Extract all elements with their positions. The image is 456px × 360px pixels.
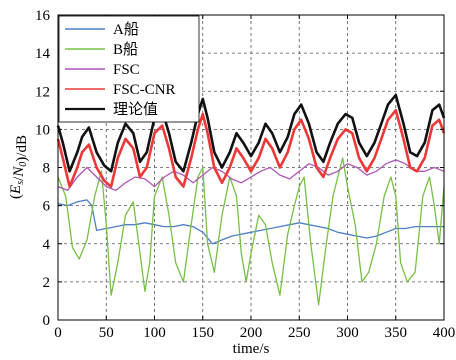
x-tick-label: 400	[433, 325, 456, 341]
series-line-2	[57, 159, 445, 192]
y-tick-label: 8	[43, 161, 51, 177]
series-line-4	[56, 93, 446, 173]
legend-label: A船	[113, 21, 139, 38]
y-tick-label: 0	[43, 313, 51, 329]
y-tick-label: 12	[35, 84, 50, 100]
series-group	[56, 93, 446, 306]
legend-label: FSC	[113, 62, 140, 78]
x-tick-label: 100	[143, 325, 166, 341]
y-tick-label: 2	[43, 275, 51, 291]
x-tick-label: 300	[336, 325, 359, 341]
y-tick-label: 6	[43, 199, 51, 215]
y-tick-label: 4	[43, 237, 51, 253]
series-line-1	[57, 157, 445, 306]
x-tick-label: 200	[240, 325, 263, 341]
legend-label: 理论值	[113, 101, 158, 118]
x-tick-label: 250	[288, 325, 311, 341]
x-tick-label: 350	[385, 325, 408, 341]
legend: A船 B船 FSC FSC-CNR 理论值	[58, 15, 200, 123]
y-axis-label: (Es/N0)/dB	[8, 135, 30, 199]
y-tick-label: 16	[35, 8, 51, 24]
x-tick-label: 0	[54, 325, 62, 341]
legend-label: FSC-CNR	[113, 82, 176, 98]
x-tick-label: 150	[192, 325, 215, 341]
y-tick-label: 10	[35, 122, 50, 138]
series-line-3	[56, 109, 446, 188]
x-axis-label: time/s	[233, 341, 270, 357]
x-tick-label: 50	[99, 325, 114, 341]
y-tick-label: 14	[35, 46, 51, 62]
legend-label: B船	[113, 41, 138, 58]
